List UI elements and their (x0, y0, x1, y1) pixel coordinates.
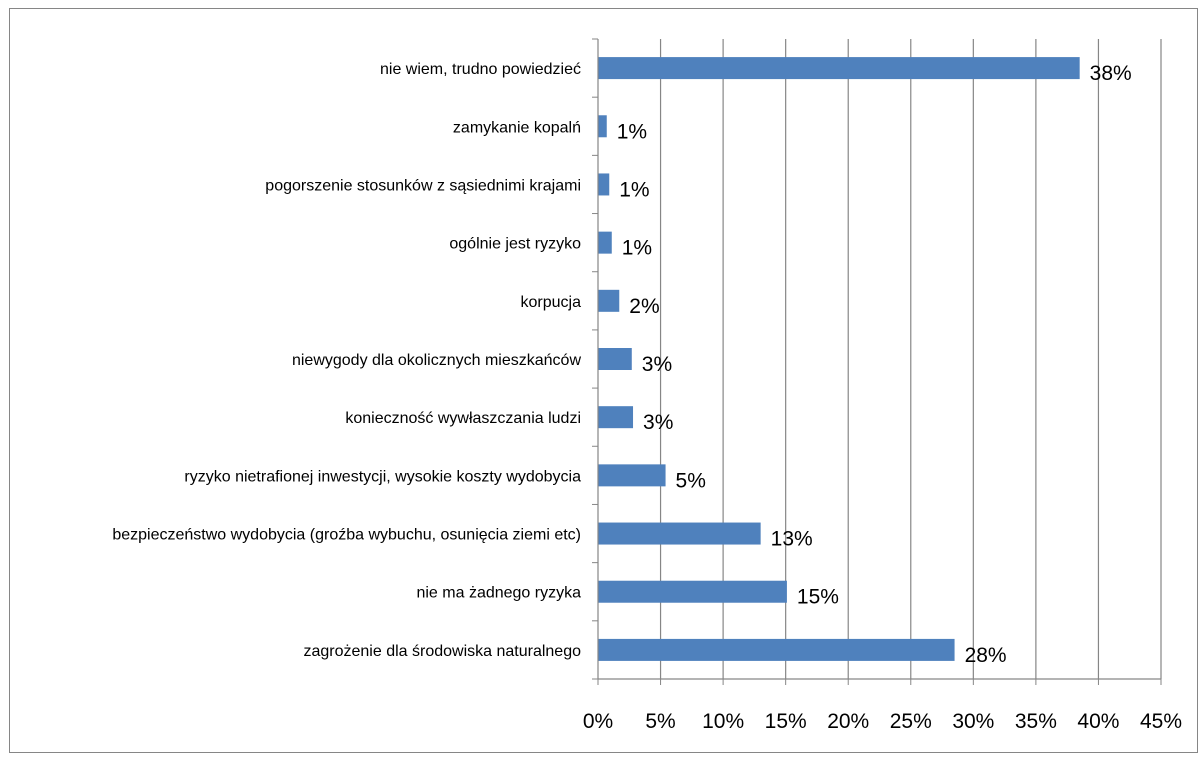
chart-frame: 0% 5% 10% 15% 20% 25% 30% 35% 40% 45% nie wiem, tr… (9, 8, 1198, 753)
bar (598, 115, 607, 138)
bars (598, 57, 1080, 661)
data-label: 28% (965, 644, 1007, 667)
bar (598, 580, 787, 603)
category-label: bezpieczeństwo wydobycia (groźba wybuchu… (112, 527, 581, 544)
labels: 0% 5% 10% 15% 20% 25% 30% 35% 40% 45% nie wiem, tr… (112, 61, 1182, 733)
x-tick-label: 35% (1015, 710, 1057, 733)
gridlines (659, 39, 1162, 679)
category-label: nie wiem, trudno powiedzieć (380, 61, 581, 78)
category-label: zagrożenie dla środowiska naturalnego (303, 643, 581, 660)
category-label: ryzyko nietrafionej inwestycji, wysokie … (184, 468, 581, 485)
data-label: 15% (797, 586, 839, 609)
bar (598, 57, 1080, 80)
data-label: 3% (642, 353, 672, 376)
category-label: ogólnie jest ryzyko (449, 236, 581, 253)
category-label: nie ma żadnego ryzyka (416, 585, 581, 602)
bar (598, 522, 761, 545)
bar (598, 464, 666, 487)
x-tick-label: 20% (827, 710, 869, 733)
category-label: zamykanie kopalń (453, 119, 581, 136)
x-tick-label: 0% (583, 710, 613, 733)
x-tick-label: 30% (952, 710, 994, 733)
category-label: konieczność wywłaszczania ludzi (345, 410, 581, 427)
bar (598, 406, 634, 429)
data-label: 1% (622, 237, 652, 260)
data-label: 5% (676, 469, 706, 492)
x-tick-label: 5% (645, 710, 675, 733)
category-label: korpucja (521, 294, 582, 311)
bar (598, 348, 632, 370)
category-label: niewygody dla okolicznych mieszkańców (292, 352, 581, 369)
data-label: 13% (771, 528, 813, 551)
x-tick-label: 40% (1077, 710, 1119, 733)
bar (598, 231, 612, 254)
data-label: 2% (629, 295, 659, 318)
data-label: 3% (643, 411, 673, 434)
x-tick-label: 15% (765, 710, 807, 733)
category-label: pogorszenie stosunków z sąsiednimi kraja… (265, 177, 581, 194)
x-tick-label: 10% (702, 710, 744, 733)
data-label: 38% (1090, 62, 1132, 85)
bar (598, 173, 610, 196)
data-label: 1% (619, 178, 649, 201)
bar (598, 289, 620, 312)
data-label: 1% (617, 120, 647, 143)
x-tick-label: 45% (1140, 710, 1182, 733)
x-tick-label: 25% (890, 710, 932, 733)
axes (592, 38, 1162, 685)
bar (598, 638, 955, 661)
bar-chart: 0% 5% 10% 15% 20% 25% 30% 35% 40% 45% nie wiem, tr… (9, 8, 1198, 753)
